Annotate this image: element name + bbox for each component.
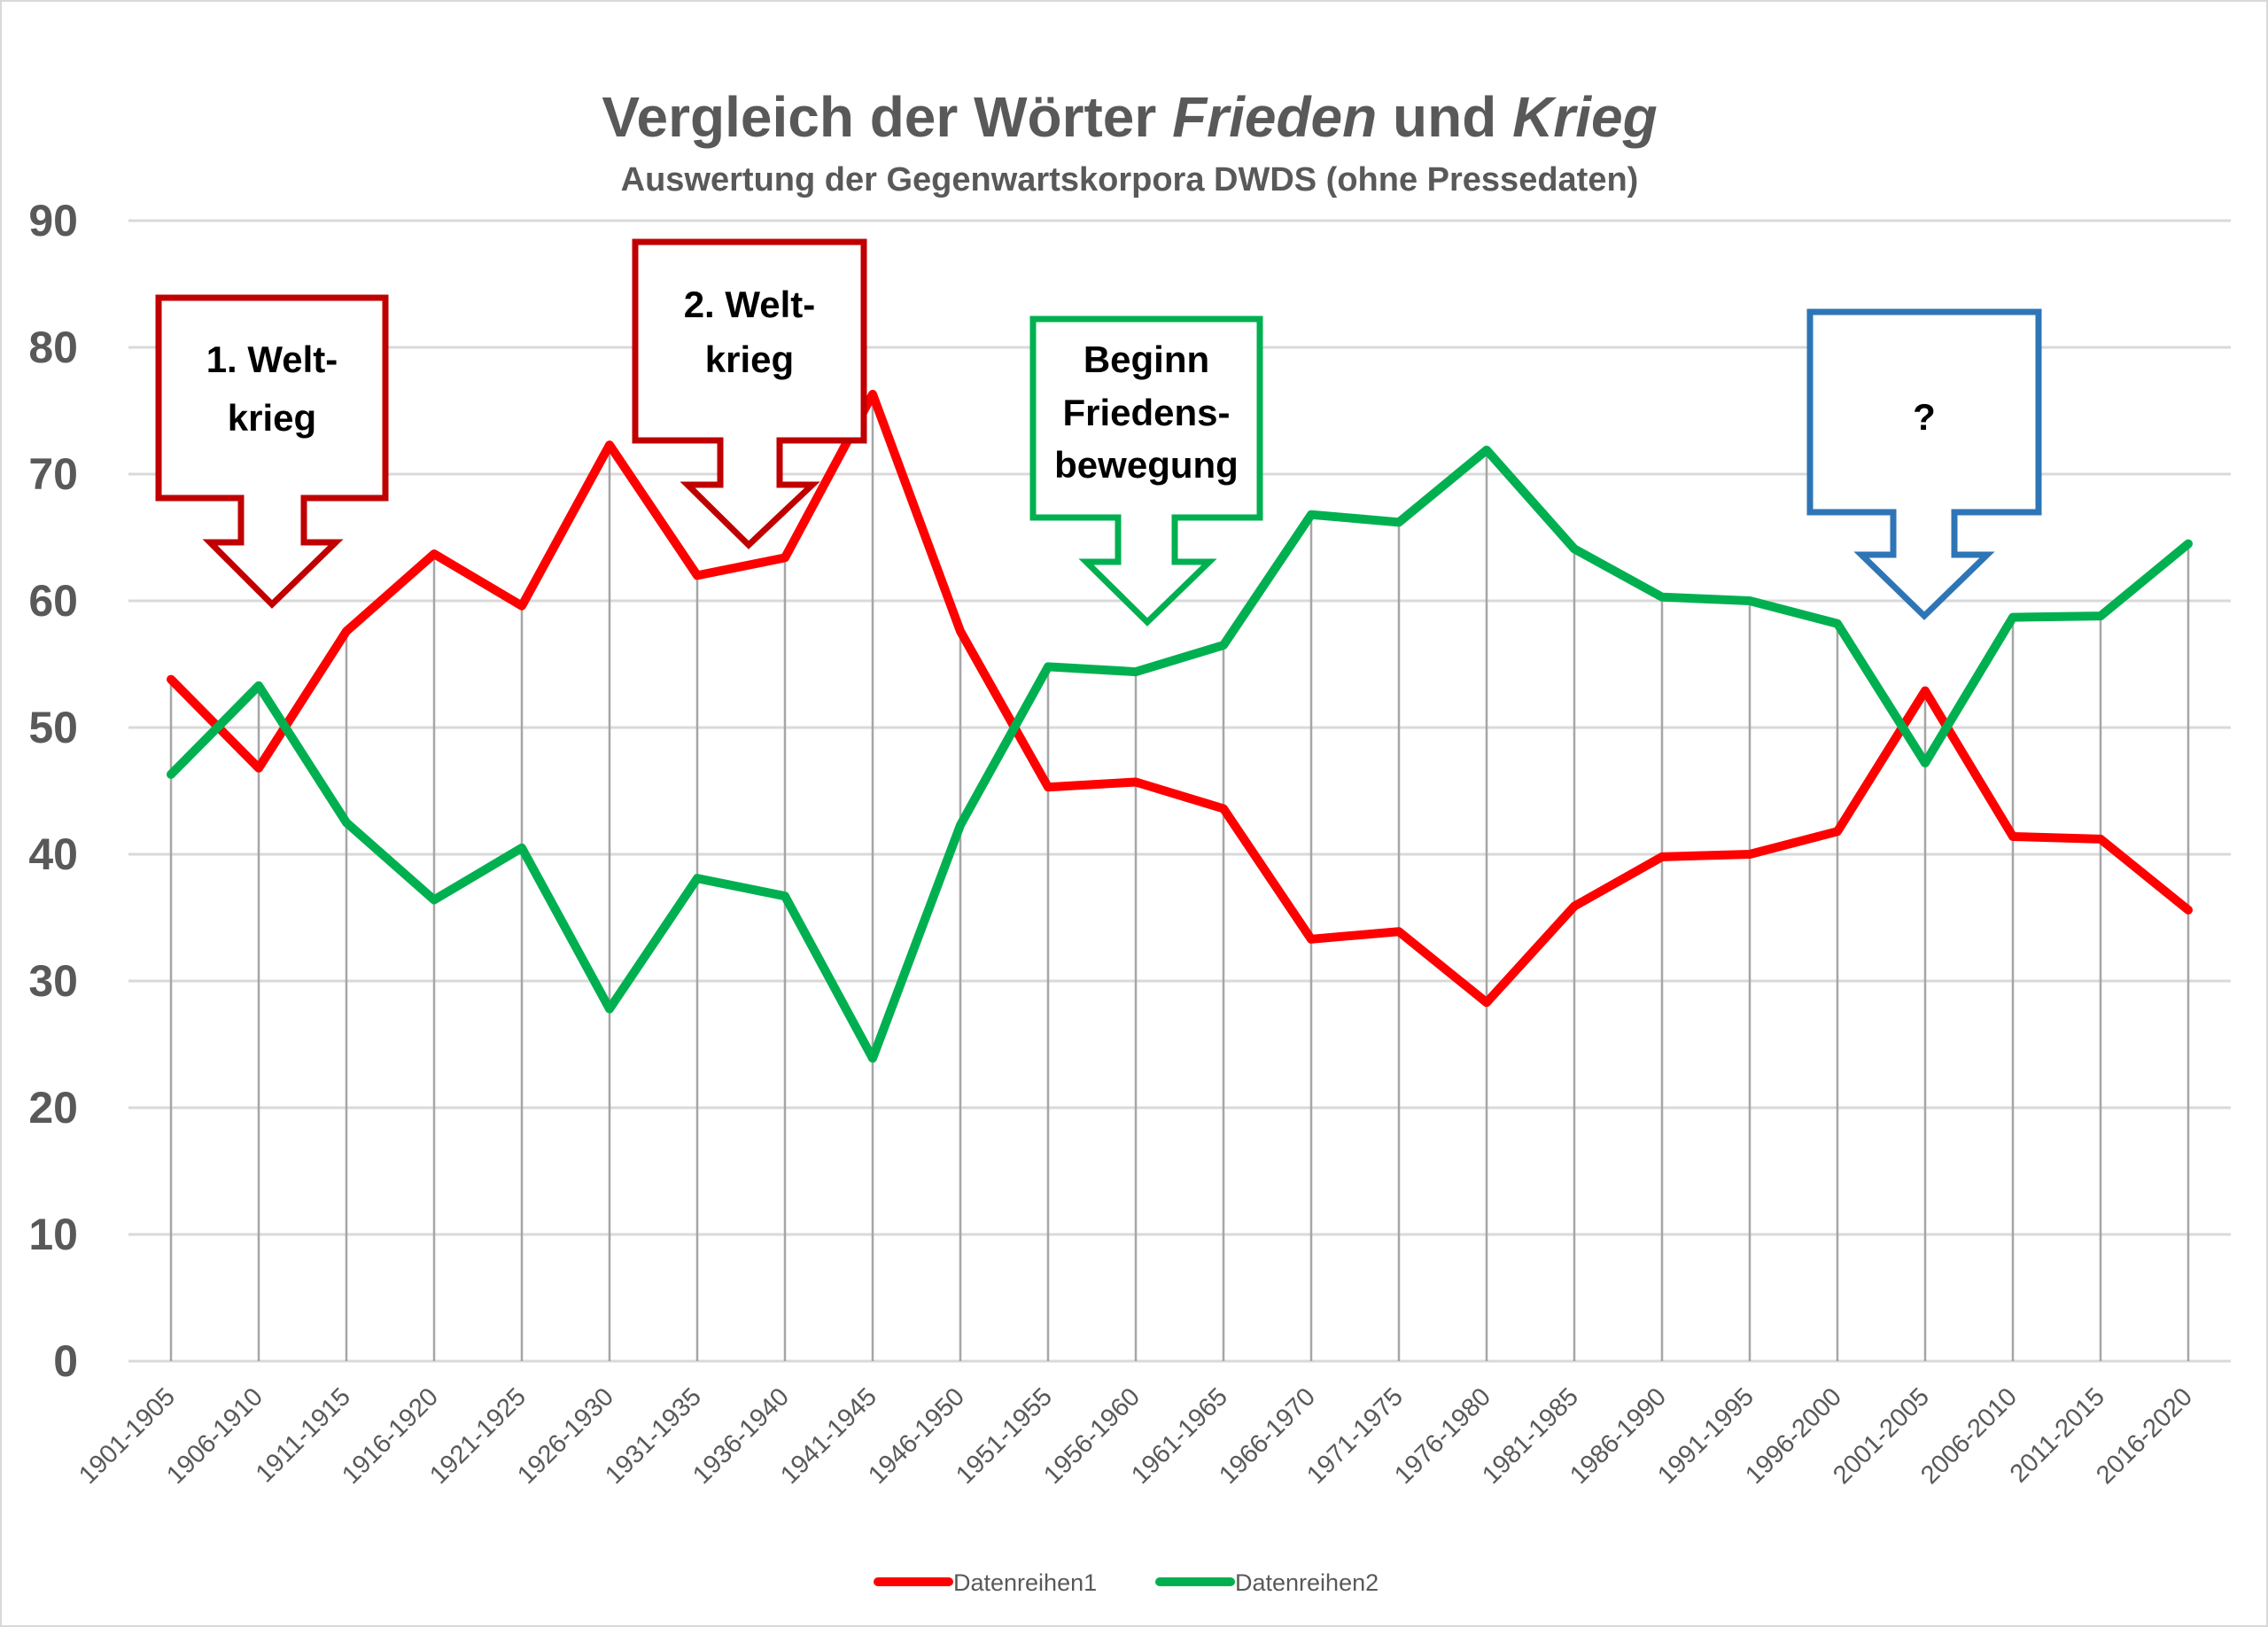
callout-question: ? (1806, 308, 2042, 620)
callout-ww2: 2. Welt-krieg (632, 238, 867, 549)
series-line-2 (167, 445, 2193, 1063)
y-tick-label: 70 (28, 449, 78, 499)
y-tick-label: 60 (28, 576, 78, 626)
title-part: Vergleich der Wörter (602, 85, 1172, 149)
legend-label: Datenreihen1 (953, 1569, 1097, 1596)
legend-item-1: Datenreihen1 (874, 1569, 1097, 1596)
y-tick-label: 50 (28, 703, 78, 752)
x-tick-label: 2006-2010 (1915, 1382, 2023, 1490)
y-tick-label: 10 (28, 1210, 78, 1259)
down-arrow-callout-icon (1806, 308, 2042, 620)
y-tick-label: 0 (53, 1336, 78, 1386)
title-part: Krieg (1512, 85, 1658, 149)
callout-text: bewegung (1054, 444, 1239, 486)
callout-ww1: 1. Welt-krieg (155, 294, 389, 609)
x-axis-ticks: 1901-19051906-19101911-19151916-19201921… (74, 1382, 2198, 1490)
callout-text: krieg (705, 339, 794, 380)
callout-text: Beginn (1084, 339, 1209, 380)
title-part: Frieden (1172, 85, 1377, 149)
y-axis-ticks: 0 10 20 30 40 50 60 70 80 90 (28, 196, 78, 1386)
series-line-1 (167, 389, 2193, 1008)
down-arrow-callout-icon (1029, 315, 1263, 627)
callout-text: 1. Welt- (206, 339, 338, 380)
legend-label: Datenreihen2 (1235, 1569, 1379, 1596)
callout-text: 2. Welt- (684, 284, 816, 325)
down-arrow-callout-icon (632, 238, 867, 549)
drop-lines (169, 393, 2190, 1361)
callout-text: ? (1913, 396, 1936, 438)
chart-subtitle: Auswertung der Gegenwartskorpora DWDS (o… (621, 161, 1639, 199)
x-tick-label: 2016-2020 (2091, 1382, 2198, 1490)
y-tick-label: 30 (28, 956, 78, 1006)
callout-text: Friedens- (1062, 392, 1230, 433)
y-tick-label: 20 (28, 1083, 78, 1133)
x-tick-label: 1906-1910 (161, 1382, 268, 1490)
y-tick-label: 90 (28, 196, 78, 245)
y-tick-label: 40 (28, 829, 78, 879)
legend-item-2: Datenreihen2 (1155, 1569, 1379, 1596)
callout-peace: Beginn Friedens-bewegung (1029, 315, 1263, 627)
y-tick-label: 80 (28, 323, 78, 372)
callout-text: krieg (228, 397, 316, 439)
series-lines (167, 389, 2193, 1063)
legend: Datenreihen1 Datenreihen2 (874, 1569, 1379, 1596)
chart-title: Vergleich der Wörter Frieden und Krieg (602, 85, 1657, 149)
down-arrow-callout-icon (155, 294, 389, 609)
title-part: und (1377, 85, 1512, 149)
